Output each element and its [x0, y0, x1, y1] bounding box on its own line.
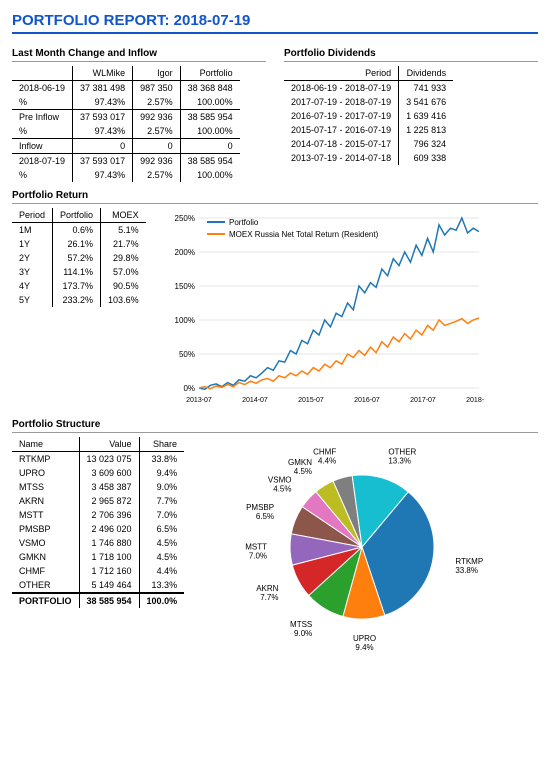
svg-text:4.4%: 4.4% [318, 457, 336, 466]
dividends-table: PeriodDividends2018-06-19 - 2018-07-1974… [284, 66, 453, 165]
svg-text:9.4%: 9.4% [356, 643, 374, 652]
svg-text:GMKN: GMKN [288, 458, 312, 467]
svg-text:250%: 250% [174, 214, 194, 223]
svg-text:0%: 0% [183, 384, 195, 393]
returns-table: PeriodPortfolioMOEX1M0.6%5.1%1Y26.1%21.7… [12, 208, 146, 307]
month-change-heading: Last Month Change and Inflow [12, 48, 266, 62]
page-title: PORTFOLIO REPORT: 2018-07-19 [12, 12, 538, 34]
svg-text:AKRN: AKRN [256, 584, 278, 593]
svg-text:2016-07: 2016-07 [354, 397, 380, 404]
svg-text:VSMO: VSMO [268, 475, 292, 484]
svg-text:9.0%: 9.0% [294, 629, 312, 638]
svg-text:13.3%: 13.3% [388, 457, 411, 466]
svg-text:PMSBP: PMSBP [246, 503, 274, 512]
svg-text:MTSS: MTSS [290, 620, 312, 629]
structure-table: NameValueShareRTKMP13 023 07533.8%UPRO3 … [12, 437, 184, 608]
svg-text:7.0%: 7.0% [249, 551, 267, 560]
dividends-heading: Portfolio Dividends [284, 48, 538, 62]
svg-text:Portfolio: Portfolio [229, 218, 259, 227]
svg-text:4.5%: 4.5% [273, 484, 291, 493]
svg-text:6.5%: 6.5% [256, 512, 274, 521]
svg-text:MOEX Russia Net Total Return (: MOEX Russia Net Total Return (Resident) [229, 230, 379, 239]
structure-pie-chart: RTKMP33.8% UPRO9.4% MTSS9.0% AKRN7.7% MSTT7.… [202, 437, 492, 657]
svg-text:RTKMP: RTKMP [455, 557, 483, 566]
svg-text:2017-07: 2017-07 [410, 397, 436, 404]
structure-heading: Portfolio Structure [12, 419, 538, 433]
return-line-chart: 0% 50% 100% 150% 200% 250% 2013-07 2014-07 2015-… [164, 208, 484, 408]
svg-text:2015-07: 2015-07 [298, 397, 324, 404]
svg-text:100%: 100% [174, 316, 194, 325]
svg-text:2018-07: 2018-07 [466, 397, 484, 404]
svg-text:2014-07: 2014-07 [242, 397, 268, 404]
returns-heading: Portfolio Return [12, 190, 538, 204]
svg-text:50%: 50% [179, 350, 195, 359]
svg-text:2013-07: 2013-07 [186, 397, 212, 404]
svg-text:7.7%: 7.7% [260, 593, 278, 602]
svg-text:MSTT: MSTT [245, 542, 267, 551]
svg-text:150%: 150% [174, 282, 194, 291]
svg-text:33.8%: 33.8% [455, 566, 478, 575]
svg-text:200%: 200% [174, 248, 194, 257]
svg-text:4.5%: 4.5% [294, 467, 312, 476]
svg-text:OTHER: OTHER [388, 448, 416, 457]
month-change-table: WLMikeIgorPortfolio2018-06-1937 381 4989… [12, 66, 240, 182]
svg-text:CHMF: CHMF [313, 448, 336, 457]
svg-text:UPRO: UPRO [353, 634, 376, 643]
